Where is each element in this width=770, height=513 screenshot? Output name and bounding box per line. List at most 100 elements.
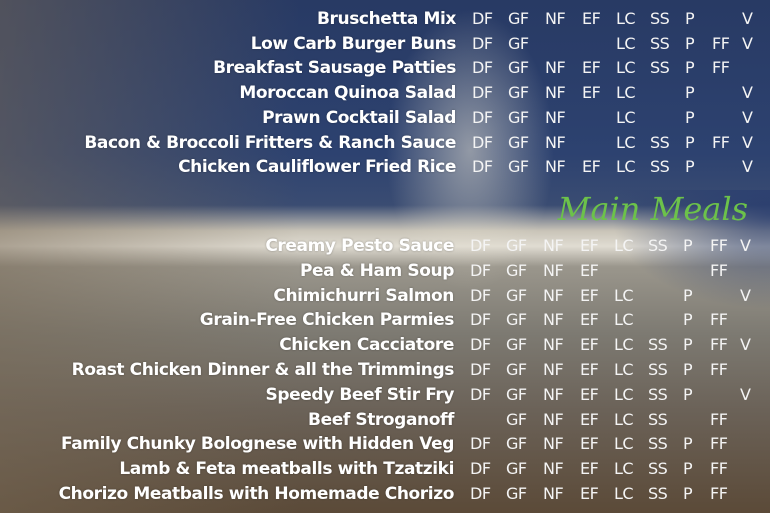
- diet-tag: P: [683, 310, 693, 330]
- diet-tag: LC: [614, 459, 634, 479]
- diet-tag: SS: [648, 360, 668, 379]
- diet-tag: GF: [506, 236, 527, 255]
- diet-tag: V: [742, 33, 753, 53]
- diet-tag: P: [683, 335, 693, 355]
- diet-tag: DF: [470, 434, 491, 454]
- diet-tag: V: [742, 107, 753, 127]
- diet-tag: NF: [545, 157, 566, 177]
- diet-tag: GF: [506, 360, 527, 379]
- diet-tag: FF: [712, 58, 730, 78]
- diet-tag: DF: [472, 157, 493, 177]
- diet-tag: SS: [650, 157, 670, 177]
- diet-tag: LC: [614, 384, 634, 404]
- diet-tag: P: [683, 484, 693, 503]
- diet-tag: SS: [648, 484, 668, 503]
- diet-tag: DF: [472, 33, 493, 53]
- diet-tag: GF: [506, 459, 527, 479]
- diet-tag: P: [685, 58, 695, 78]
- diet-tag: SS: [648, 384, 668, 404]
- diet-tag: DF: [472, 9, 493, 28]
- diet-tag: DF: [470, 360, 491, 379]
- diet-tag: EF: [580, 310, 599, 330]
- menu-item-name: Chimichurri Salmon: [273, 285, 454, 306]
- menu-item-name: Creamy Pesto Sauce: [265, 236, 454, 256]
- diet-tag: EF: [582, 58, 601, 78]
- diet-tag: FF: [710, 236, 728, 255]
- diet-tag: SS: [648, 335, 668, 355]
- diet-tag: SS: [650, 9, 670, 28]
- diet-tag: DF: [472, 58, 493, 78]
- diet-tag: FF: [710, 360, 728, 379]
- diet-tag: EF: [580, 260, 599, 280]
- diet-tag: LC: [616, 9, 636, 28]
- diet-tag: LC: [616, 132, 636, 152]
- diet-tag: LC: [614, 335, 634, 355]
- menu-item: Bacon & Broccoli Fritters & Ranch Sauce D…: [0, 131, 770, 155]
- diet-tag: GF: [506, 484, 527, 503]
- menu-item: Family Chunky Bolognese with Hidden Veg D…: [0, 432, 770, 456]
- diet-tag: LC: [614, 484, 634, 503]
- diet-tag: P: [683, 360, 693, 379]
- diet-tag: EF: [582, 83, 601, 103]
- diet-tag: FF: [710, 335, 728, 355]
- diet-tag: GF: [508, 107, 529, 127]
- menu-item: Roast Chicken Dinner & all the Trimmings…: [0, 358, 770, 382]
- diet-tag: GF: [506, 335, 527, 355]
- diet-tag: SS: [648, 459, 668, 479]
- diet-tag: FF: [710, 459, 728, 479]
- diet-tag: GF: [506, 434, 527, 454]
- diet-tag: NF: [543, 384, 564, 404]
- menu-item-name: Beef Stroganoff: [308, 409, 454, 430]
- diet-tag: SS: [650, 132, 670, 152]
- menu-item: Moroccan Quinoa Salad DF GF NF EF LC P V: [0, 81, 770, 105]
- diet-tag: LC: [614, 360, 634, 379]
- diet-tag: SS: [650, 33, 670, 53]
- diet-tag: LC: [616, 157, 636, 177]
- diet-tag: DF: [472, 107, 493, 127]
- menu-item-name: Family Chunky Bolognese with Hidden Veg: [60, 434, 454, 455]
- diet-tag: NF: [545, 9, 566, 28]
- diet-tag: EF: [580, 236, 599, 255]
- diet-tag: EF: [580, 384, 599, 404]
- diet-tag: GF: [506, 384, 527, 404]
- diet-tag: GF: [508, 58, 529, 78]
- diet-tag: EF: [582, 157, 601, 177]
- diet-tag: FF: [712, 132, 730, 152]
- diet-tag: NF: [543, 285, 564, 305]
- background-shade: [0, 0, 300, 513]
- diet-tag: FF: [710, 484, 728, 503]
- menu-item: Grain-Free Chicken Parmies DF GF NF EF LC P FF: [0, 308, 770, 332]
- diet-tag: NF: [543, 236, 564, 255]
- diet-tag: EF: [580, 285, 599, 305]
- diet-tag: GF: [506, 310, 527, 330]
- diet-tag: LC: [614, 236, 634, 255]
- diet-tag: DF: [470, 260, 491, 280]
- menu-item-name: Pea & Ham Soup: [299, 260, 454, 281]
- diet-tag: P: [685, 157, 695, 177]
- diet-tag: GF: [508, 83, 529, 103]
- diet-tag: FF: [710, 260, 728, 280]
- menu-item: Creamy Pesto Sauce DF GF NF EF LC SS P FF V: [0, 234, 770, 258]
- diet-tag: EF: [580, 335, 599, 355]
- diet-tag: V: [740, 335, 751, 355]
- menu-item-name: Bruschetta Mix: [316, 9, 456, 29]
- diet-tag: DF: [470, 484, 491, 503]
- menu-item-name: Speedy Beef Stir Fry: [265, 384, 455, 405]
- diet-tag: EF: [580, 484, 599, 503]
- diet-tag: P: [685, 83, 695, 103]
- diet-tag: NF: [543, 310, 564, 330]
- diet-tag: SS: [648, 409, 668, 429]
- diet-tag: NF: [543, 459, 564, 479]
- diet-tag: V: [740, 285, 751, 305]
- diet-tag: V: [742, 83, 753, 103]
- diet-tag: P: [683, 434, 693, 454]
- diet-tag: NF: [543, 360, 564, 379]
- diet-tag: FF: [710, 310, 728, 330]
- diet-tag: P: [683, 236, 693, 255]
- diet-tag: DF: [470, 384, 491, 404]
- diet-tag: P: [683, 384, 693, 404]
- diet-tag: GF: [508, 132, 529, 152]
- diet-tag: NF: [543, 335, 564, 355]
- diet-tag: LC: [616, 83, 636, 103]
- diet-tag: LC: [614, 310, 634, 330]
